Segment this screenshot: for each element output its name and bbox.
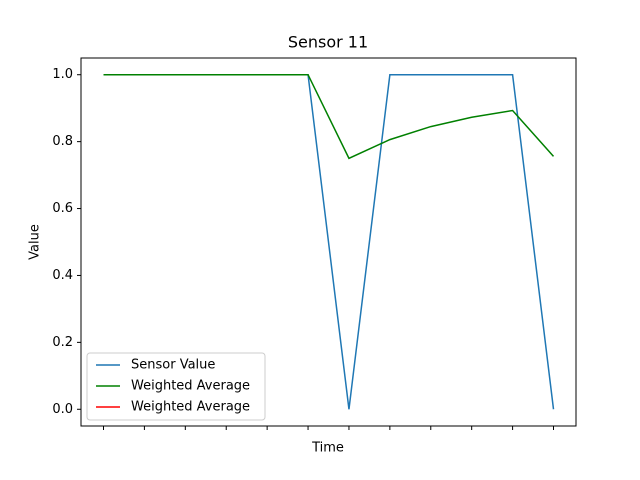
y-tick-label: 0.2 <box>52 335 73 350</box>
legend-label: Sensor Value <box>131 358 215 373</box>
legend-label: Weighted Average <box>131 379 250 394</box>
y-tick-label: 0.4 <box>52 268 73 283</box>
y-tick-label: 0.6 <box>52 201 73 216</box>
legend-label: Weighted Average <box>131 400 250 415</box>
y-axis-label: Value <box>28 224 43 260</box>
legend-box <box>86 352 266 421</box>
y-tick-label: 1.0 <box>52 67 73 82</box>
chart-title: Sensor 11 <box>288 33 368 52</box>
x-axis-label: Time <box>311 441 344 456</box>
series-line <box>103 73 555 160</box>
y-tick-label: 0.8 <box>52 134 73 149</box>
y-tick-label: 0.0 <box>52 402 73 417</box>
plot-frame <box>80 57 577 427</box>
